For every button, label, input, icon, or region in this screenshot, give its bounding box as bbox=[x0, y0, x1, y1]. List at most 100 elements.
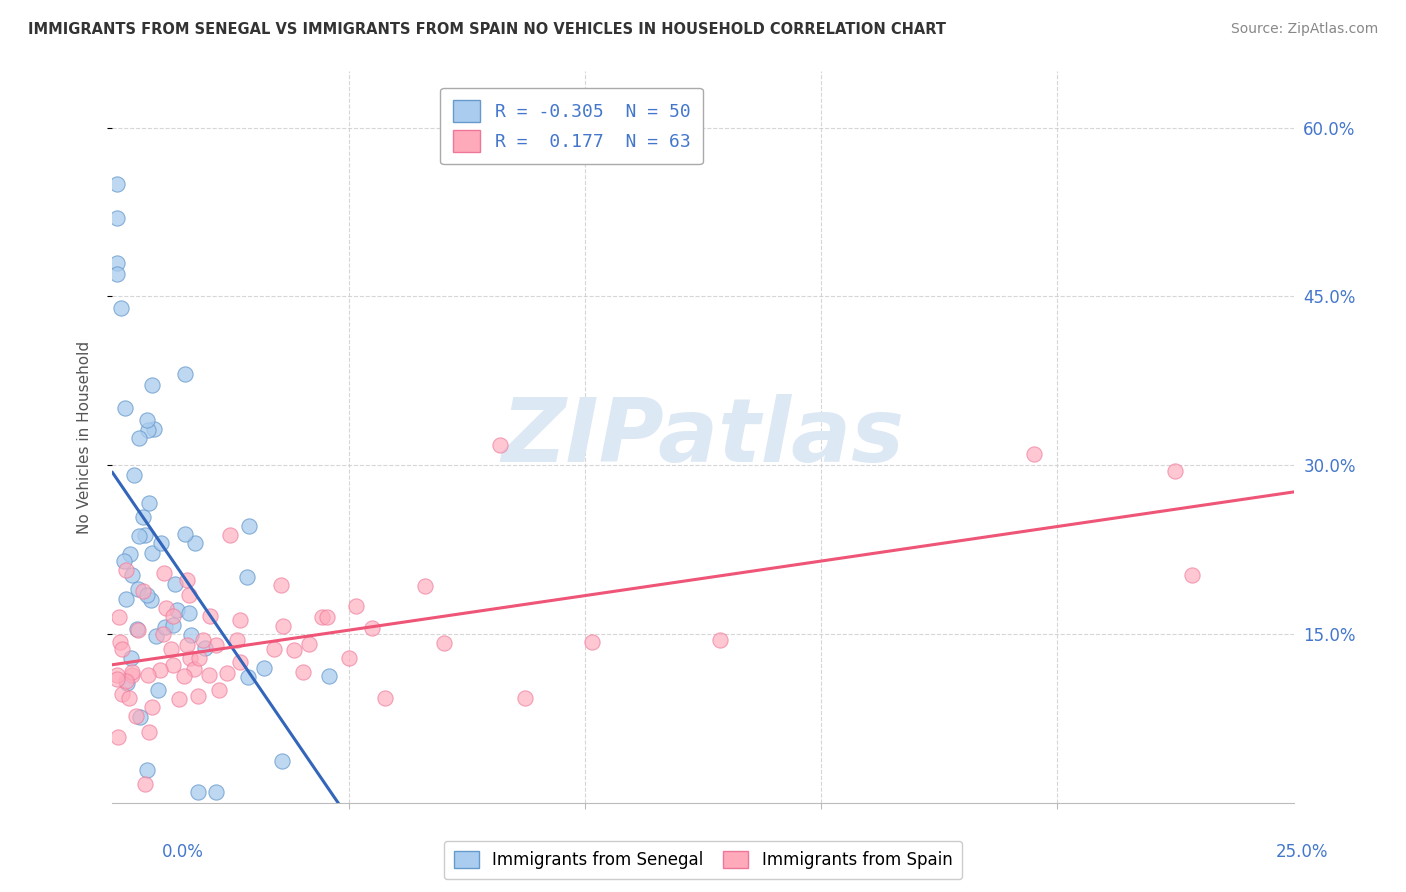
Point bbox=[253, 661, 276, 675]
Point bbox=[174, 367, 197, 381]
Legend: R = -0.305  N = 50, R =  0.177  N = 63: R = -0.305 N = 50, R = 0.177 N = 63 bbox=[440, 87, 703, 164]
Point bbox=[162, 617, 184, 632]
Point bbox=[1164, 464, 1187, 478]
Point bbox=[187, 650, 209, 665]
Point bbox=[105, 255, 128, 269]
Point bbox=[515, 691, 537, 706]
Point bbox=[145, 629, 167, 643]
Point bbox=[489, 438, 512, 452]
Point bbox=[162, 609, 184, 624]
Point bbox=[152, 626, 174, 640]
Point bbox=[132, 583, 155, 598]
Point bbox=[153, 620, 176, 634]
Point bbox=[344, 599, 367, 614]
Point bbox=[283, 643, 305, 657]
Text: 25.0%: 25.0% bbox=[1277, 843, 1329, 861]
Text: ZIPatlas: ZIPatlas bbox=[502, 393, 904, 481]
Point bbox=[291, 665, 314, 679]
Point bbox=[134, 776, 156, 790]
Point bbox=[131, 509, 153, 524]
Point bbox=[229, 656, 252, 670]
Point bbox=[125, 709, 148, 723]
Point bbox=[374, 691, 396, 706]
Point bbox=[238, 670, 260, 684]
Point bbox=[263, 641, 285, 656]
Point bbox=[318, 669, 340, 683]
Point bbox=[361, 621, 384, 635]
Text: IMMIGRANTS FROM SENEGAL VS IMMIGRANTS FROM SPAIN NO VEHICLES IN HOUSEHOLD CORREL: IMMIGRANTS FROM SENEGAL VS IMMIGRANTS FR… bbox=[28, 22, 946, 37]
Point bbox=[120, 651, 142, 665]
Y-axis label: No Vehicles in Household: No Vehicles in Household bbox=[77, 341, 91, 533]
Point bbox=[112, 554, 135, 568]
Point bbox=[115, 563, 138, 577]
Point bbox=[177, 606, 200, 620]
Point bbox=[121, 665, 143, 679]
Point bbox=[139, 593, 162, 607]
Point bbox=[155, 600, 177, 615]
Point bbox=[187, 689, 209, 703]
Point bbox=[127, 623, 149, 637]
Point bbox=[271, 754, 294, 768]
Point bbox=[128, 431, 150, 445]
Point bbox=[581, 635, 603, 649]
Point bbox=[204, 784, 226, 798]
Text: Source: ZipAtlas.com: Source: ZipAtlas.com bbox=[1230, 22, 1378, 37]
Point bbox=[270, 578, 292, 592]
Point bbox=[191, 633, 214, 648]
Point bbox=[107, 731, 129, 745]
Point bbox=[110, 635, 132, 649]
Point bbox=[136, 413, 159, 427]
Point bbox=[108, 610, 131, 624]
Point bbox=[176, 574, 198, 588]
Point bbox=[105, 211, 128, 225]
Point bbox=[167, 691, 190, 706]
Point bbox=[135, 763, 157, 777]
Point bbox=[141, 700, 163, 714]
Point bbox=[207, 683, 229, 698]
Point bbox=[173, 527, 195, 541]
Point bbox=[141, 377, 163, 392]
Point bbox=[149, 663, 172, 677]
Point bbox=[198, 608, 221, 623]
Point bbox=[111, 641, 134, 656]
Point bbox=[1022, 447, 1045, 461]
Point bbox=[709, 633, 731, 648]
Legend: Immigrants from Senegal, Immigrants from Spain: Immigrants from Senegal, Immigrants from… bbox=[444, 841, 962, 880]
Point bbox=[205, 638, 228, 652]
Point bbox=[138, 495, 160, 509]
Text: 0.0%: 0.0% bbox=[162, 843, 204, 861]
Point bbox=[433, 636, 456, 650]
Point bbox=[179, 588, 201, 602]
Point bbox=[105, 177, 128, 191]
Point bbox=[219, 527, 242, 541]
Point bbox=[173, 669, 195, 683]
Point bbox=[183, 662, 205, 676]
Point bbox=[111, 687, 134, 701]
Point bbox=[153, 566, 176, 580]
Point bbox=[134, 528, 156, 542]
Point bbox=[105, 267, 128, 281]
Point bbox=[215, 666, 238, 681]
Point bbox=[149, 536, 172, 550]
Point bbox=[138, 725, 160, 739]
Point bbox=[226, 633, 249, 648]
Point bbox=[138, 668, 160, 682]
Point bbox=[141, 546, 163, 560]
Point bbox=[128, 709, 150, 723]
Point bbox=[121, 567, 143, 582]
Point bbox=[115, 673, 138, 688]
Point bbox=[118, 691, 141, 706]
Point bbox=[122, 468, 145, 483]
Point bbox=[127, 622, 149, 636]
Point bbox=[238, 518, 260, 533]
Point bbox=[179, 650, 201, 665]
Point bbox=[128, 529, 150, 543]
Point bbox=[316, 610, 339, 624]
Point bbox=[413, 579, 436, 593]
Point bbox=[198, 668, 221, 682]
Point bbox=[180, 628, 202, 642]
Point bbox=[271, 619, 294, 633]
Point bbox=[135, 589, 157, 603]
Point bbox=[114, 401, 136, 415]
Point bbox=[162, 658, 184, 673]
